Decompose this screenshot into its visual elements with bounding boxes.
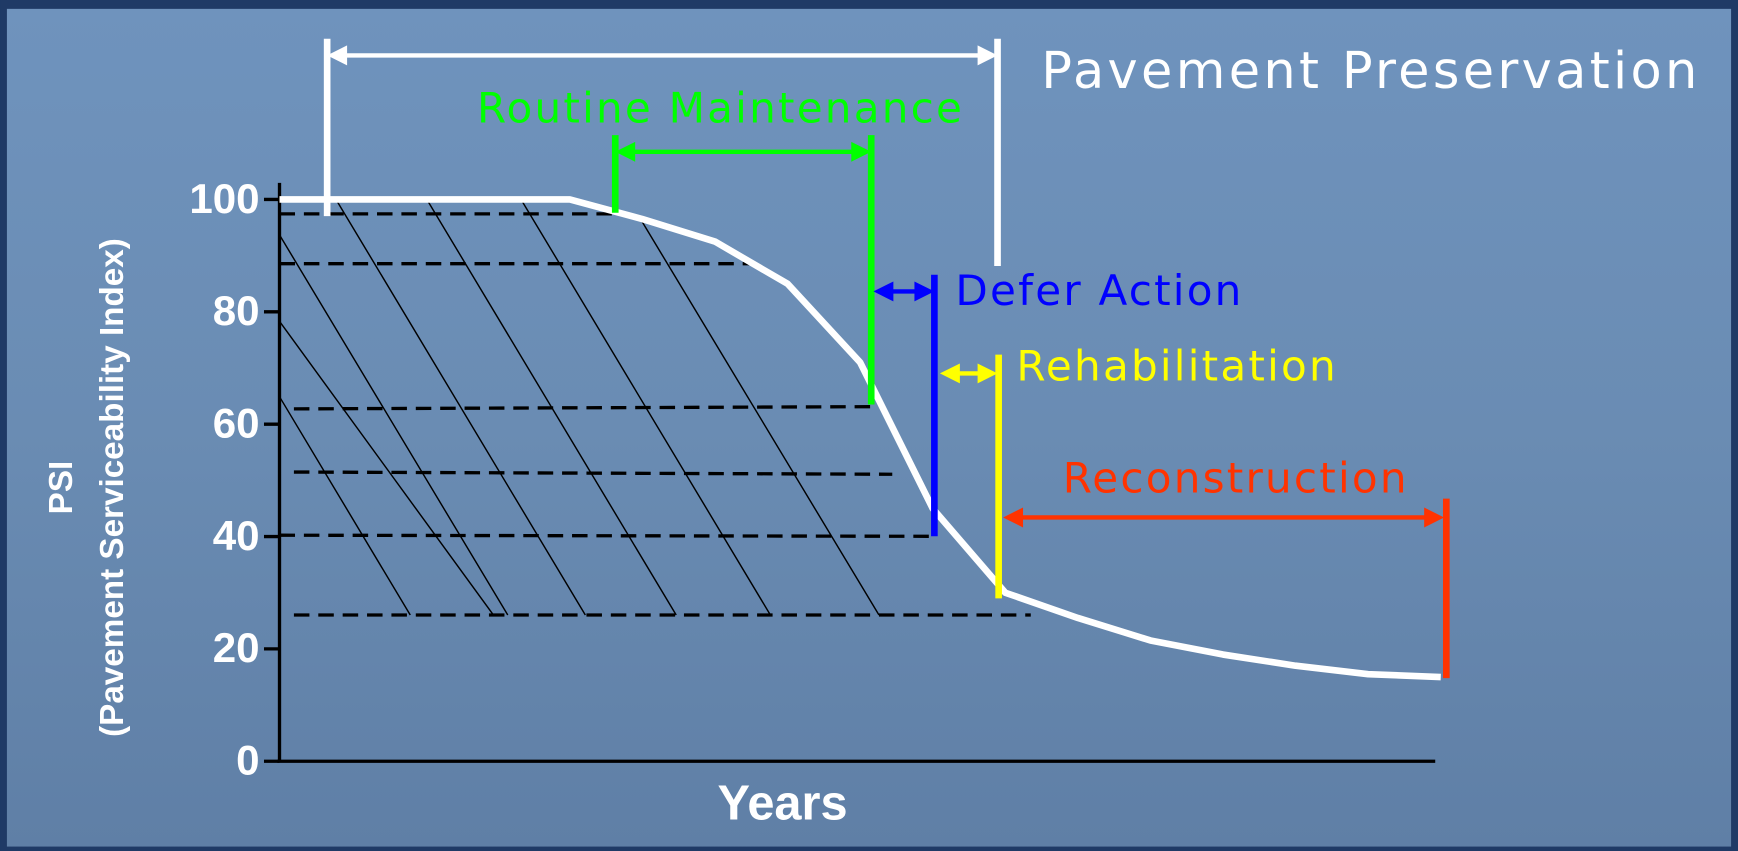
y-tick-label: 40 — [213, 512, 260, 559]
annotation-label: Routine Maintenance — [477, 83, 964, 132]
annotation-label: Pavement Preservation — [1041, 42, 1700, 101]
x-axis-label: Years — [718, 777, 848, 831]
y-axis-label: (Pavement Serviceability Index) — [94, 238, 131, 737]
annotation-label: Reconstruction — [1063, 453, 1409, 502]
y-tick-label: 60 — [213, 400, 260, 447]
annotation-label: Rehabilitation — [1016, 341, 1337, 390]
annotation-label: Defer Action — [955, 266, 1243, 315]
y-tick-label: 20 — [213, 624, 260, 671]
background — [7, 9, 1731, 847]
y-tick-label: 80 — [213, 287, 260, 334]
y-tick-label: 0 — [236, 737, 259, 784]
y-axis-label: PSI — [43, 461, 80, 515]
chart: PSI (Pavement Serviceability Index) Year… — [0, 0, 1738, 851]
y-tick-label: 100 — [189, 175, 259, 222]
page: {"chart_data":{"type":"line", "ylabel":[… — [0, 0, 1738, 851]
